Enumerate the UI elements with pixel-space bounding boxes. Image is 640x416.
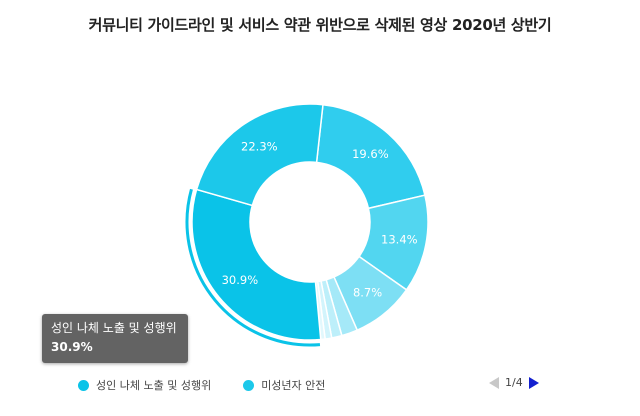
slice-data-label: 8.7%: [353, 285, 382, 299]
next-page-arrow-icon[interactable]: [528, 376, 539, 389]
tooltip-name: 성인 나체 노출 및 성행위: [51, 321, 177, 335]
page-indicator: 1/4: [505, 376, 523, 389]
donut-slice[interactable]: [195, 103, 324, 207]
slice-data-label: 19.6%: [352, 147, 389, 161]
slice-data-label: 30.9%: [222, 273, 259, 287]
legend: 성인 나체 노출 및 성행위 미성년자 안전: [78, 377, 357, 393]
prev-page-arrow-icon[interactable]: [489, 376, 499, 389]
tooltip-value: 30.9%: [51, 340, 93, 354]
donut-slice[interactable]: [191, 188, 322, 341]
legend-label: 성인 나체 노출 및 성행위: [96, 379, 212, 392]
tooltip: 성인 나체 노출 및 성행위 30.9%: [42, 314, 188, 363]
chart-title: 커뮤니티 가이드라인 및 서비스 약관 위반으로 삭제된 영상 2020년 상반…: [88, 16, 552, 34]
slice-highlight-ring: [185, 188, 321, 347]
slice-data-label: 13.4%: [381, 232, 418, 246]
legend-item-child-safety[interactable]: 미성년자 안전: [243, 377, 325, 393]
legend-pager: 1/4: [489, 376, 539, 389]
legend-item-adult-content[interactable]: 성인 나체 노출 및 성행위: [78, 377, 211, 393]
legend-label: 미성년자 안전: [261, 379, 326, 392]
slice-data-label: 22.3%: [241, 139, 278, 153]
legend-dot-icon: [78, 379, 89, 391]
legend-dot-icon: [243, 379, 255, 391]
donut-slice[interactable]: [315, 103, 426, 210]
